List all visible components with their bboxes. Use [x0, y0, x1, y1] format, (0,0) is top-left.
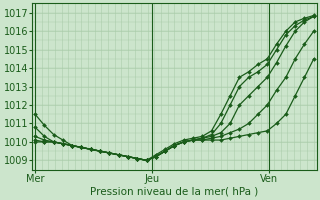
X-axis label: Pression niveau de la mer( hPa ): Pression niveau de la mer( hPa ) [90, 187, 259, 197]
